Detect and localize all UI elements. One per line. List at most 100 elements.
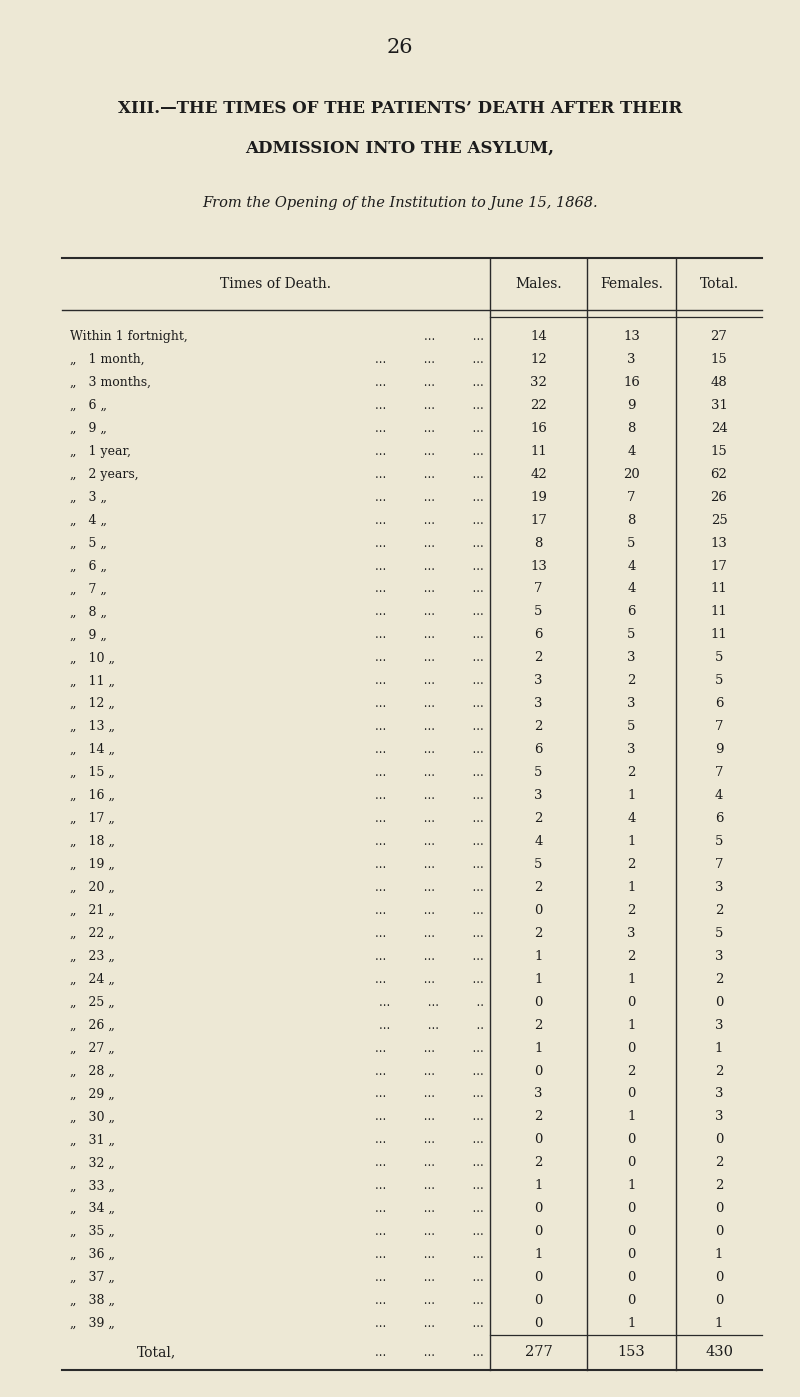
Text: 2: 2 [715,1065,723,1077]
Text: 2: 2 [534,651,542,665]
Text: ...          ...          ...: ... ... ... [375,904,484,916]
Text: 27: 27 [710,330,727,344]
Text: „   33 „: „ 33 „ [70,1179,115,1192]
Text: Total.: Total. [699,277,738,291]
Text: 2: 2 [627,904,636,916]
Text: „   6 „: „ 6 „ [70,398,107,412]
Text: 13: 13 [623,330,640,344]
Text: 15: 15 [710,353,727,366]
Text: ...          ...          ...: ... ... ... [375,835,484,848]
Text: XIII.—THE TIMES OF THE PATIENTS’ DEATH AFTER THEIR: XIII.—THE TIMES OF THE PATIENTS’ DEATH A… [118,101,682,117]
Text: ...          ...          ...: ... ... ... [375,629,484,641]
Text: 4: 4 [627,812,636,826]
Text: 3: 3 [534,789,542,802]
Text: „   8 „: „ 8 „ [70,605,107,619]
Text: „   36 „: „ 36 „ [70,1248,115,1261]
Text: 2: 2 [534,1111,542,1123]
Text: „   32 „: „ 32 „ [70,1157,115,1169]
Text: 5: 5 [534,766,542,780]
Text: 6: 6 [714,812,723,826]
Text: „   23 „: „ 23 „ [70,950,115,963]
Text: 8: 8 [627,422,636,434]
Text: 1: 1 [715,1042,723,1055]
Text: 0: 0 [627,1133,636,1147]
Text: 0: 0 [534,1271,542,1284]
Text: 5: 5 [627,536,636,549]
Text: 6: 6 [627,605,636,619]
Text: ...          ...          ...: ... ... ... [375,1065,484,1077]
Text: ...          ...          ...: ... ... ... [375,651,484,665]
Text: ...          ...          ...: ... ... ... [375,514,484,527]
Text: „   16 „: „ 16 „ [70,789,115,802]
Text: 0: 0 [715,1225,723,1238]
Text: „   13 „: „ 13 „ [70,721,115,733]
Text: ...          ...          ...: ... ... ... [375,1271,484,1284]
Text: 7: 7 [714,721,723,733]
Text: „   35 „: „ 35 „ [70,1225,115,1238]
Text: 1: 1 [627,972,636,986]
Text: 1: 1 [627,789,636,802]
Text: 3: 3 [534,697,542,710]
Text: ...          ...          ...: ... ... ... [375,675,484,687]
Text: „   5 „: „ 5 „ [70,536,107,549]
Text: „   2 years,: „ 2 years, [70,468,138,481]
Text: 24: 24 [710,422,727,434]
Text: 1: 1 [534,1248,542,1261]
Text: Total,: Total, [137,1345,176,1359]
Text: ...          ...          ...: ... ... ... [375,1203,484,1215]
Text: „   26 „: „ 26 „ [70,1018,115,1031]
Text: 3: 3 [627,926,636,940]
Text: 0: 0 [627,1271,636,1284]
Text: 15: 15 [710,444,727,458]
Text: 22: 22 [530,398,547,412]
Text: 2: 2 [715,972,723,986]
Text: ...          ...          ...: ... ... ... [375,1157,484,1169]
Text: 0: 0 [534,1294,542,1308]
Text: „   24 „: „ 24 „ [70,972,115,986]
Text: 0: 0 [715,996,723,1009]
Text: ...          ...          ...: ... ... ... [375,1042,484,1055]
Text: 1: 1 [627,1179,636,1192]
Text: ...          ...          ...: ... ... ... [375,1294,484,1308]
Text: 31: 31 [710,398,727,412]
Text: 13: 13 [530,560,547,573]
Text: 0: 0 [627,1087,636,1101]
Text: 2: 2 [627,950,636,963]
Text: 0: 0 [715,1294,723,1308]
Text: ...          ...          ...: ... ... ... [375,583,484,595]
Text: From the Opening of the Institution to June 15, 1868.: From the Opening of the Institution to J… [202,196,598,210]
Text: „   39 „: „ 39 „ [70,1317,115,1330]
Text: „   15 „: „ 15 „ [70,766,115,780]
Text: 0: 0 [627,1294,636,1308]
Text: 26: 26 [386,38,414,57]
Text: 6: 6 [714,697,723,710]
Text: 3: 3 [534,675,542,687]
Text: 16: 16 [623,376,640,388]
Text: 1: 1 [534,950,542,963]
Text: ...          ...          ...: ... ... ... [375,605,484,619]
Text: 3: 3 [714,950,723,963]
Text: 62: 62 [710,468,727,481]
Text: 1: 1 [627,1018,636,1031]
Text: 7: 7 [534,583,542,595]
Text: 42: 42 [530,468,547,481]
Text: ...          ...          ...: ... ... ... [375,1111,484,1123]
Text: 2: 2 [627,675,636,687]
Text: 4: 4 [627,560,636,573]
Text: ...          ...          ...: ... ... ... [375,398,484,412]
Text: 2: 2 [627,858,636,870]
Text: 25: 25 [710,514,727,527]
Text: 1: 1 [715,1317,723,1330]
Text: 3: 3 [714,1018,723,1031]
Text: ...          ...          ...: ... ... ... [375,1225,484,1238]
Text: 12: 12 [530,353,547,366]
Text: 5: 5 [715,926,723,940]
Text: 11: 11 [710,583,727,595]
Text: 3: 3 [627,353,636,366]
Text: „   21 „: „ 21 „ [70,904,115,916]
Text: „   38 „: „ 38 „ [70,1294,115,1308]
Text: ...          ...          ...: ... ... ... [375,376,484,388]
Text: 2: 2 [627,1065,636,1077]
Text: ...          ...          ..: ... ... .. [379,996,484,1009]
Text: ...          ...          ...: ... ... ... [375,1248,484,1261]
